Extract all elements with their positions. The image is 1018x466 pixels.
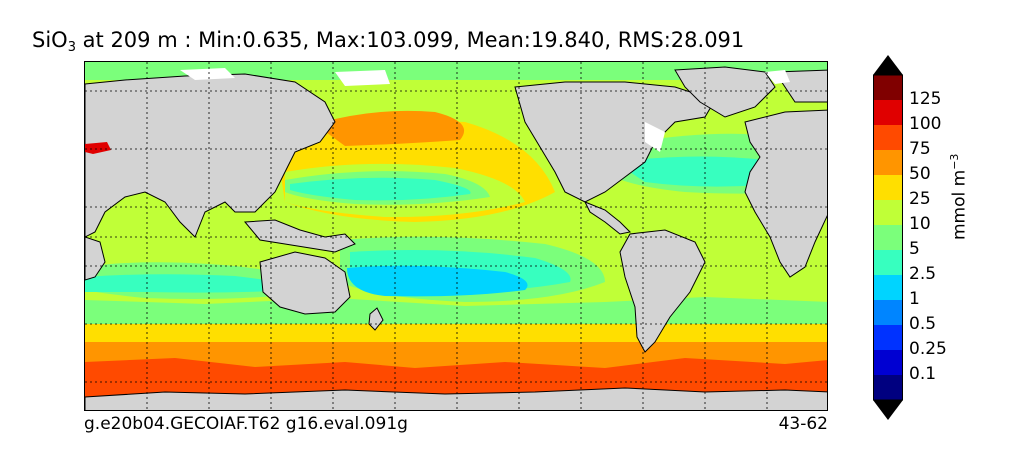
map-svg	[85, 62, 827, 410]
new-zealand	[368, 307, 384, 331]
indian-ocean-band-2.5-5	[85, 274, 315, 293]
greenland	[674, 66, 776, 118]
graticule	[85, 62, 827, 410]
colorbar-under-triangle	[873, 400, 903, 420]
colorbar	[873, 55, 903, 420]
north-pacific-band-50-75	[315, 110, 465, 146]
colorbar-tick-label: 25	[909, 189, 931, 209]
colorbar-outline	[873, 74, 903, 401]
mediterranean-high-spot	[85, 142, 111, 154]
colorbar-tick-label: 125	[909, 89, 942, 109]
colorbar-segment	[873, 325, 903, 351]
australia	[259, 251, 351, 315]
colorbar-segment	[873, 250, 903, 276]
sea-ice	[180, 68, 790, 152]
north-america	[514, 81, 716, 203]
colorbar-tick-label: 50	[909, 164, 931, 184]
north-atlantic-band-2.5-5	[615, 156, 783, 187]
south-america	[619, 229, 706, 353]
colorbar-units-exponent: −3	[948, 153, 961, 170]
central-america	[583, 201, 632, 235]
colorbar-segment	[873, 175, 903, 201]
colorbar-tick-label: 75	[909, 139, 931, 159]
colorbar-segment	[873, 100, 903, 126]
map-panel	[84, 61, 828, 411]
colorbar-tick-label: 0.1	[909, 364, 937, 384]
footer-run-name: g.e20b04.GECOIAF.T62 g16.eval.091g	[84, 414, 408, 434]
colorbar-segment	[873, 375, 903, 401]
plot-title: SiO3 at 209 m : Min:0.635, Max:103.099, …	[32, 28, 744, 55]
colorbar-units: mmol m−3	[948, 154, 970, 240]
colorbar-tick-label: 10	[909, 214, 931, 234]
colorbar-tick-label: 2.5	[909, 264, 937, 284]
colorbar-tick-label: 100	[909, 114, 942, 134]
eurasia-africa-left	[85, 73, 336, 238]
colorbar-segment	[873, 200, 903, 226]
africa-tip	[85, 236, 106, 281]
title-species-subscript: 3	[67, 40, 76, 55]
arctic-band-5-10	[85, 62, 827, 80]
land-masses	[85, 66, 827, 410]
sea-ice-patch	[645, 122, 665, 152]
colorbar-tick-label: 5	[909, 239, 920, 259]
colorbar-segment	[873, 275, 903, 301]
colorbar-tick-label: 0.5	[909, 314, 937, 334]
sea-ice-patch	[335, 70, 390, 86]
north-pacific-band-2.5-5	[290, 177, 471, 201]
sea-ice-patch	[180, 68, 235, 80]
colorbar-tick-label: 0.25	[909, 339, 947, 359]
footer-years: 43-62	[778, 414, 828, 434]
colorbar-tick-label: 1	[909, 289, 920, 309]
colorbar-segment	[873, 350, 903, 376]
colorbar-segment	[873, 225, 903, 251]
colorbar-segment	[873, 300, 903, 326]
colorbar-segment	[873, 75, 903, 101]
colorbar-units-base: mmol m	[949, 169, 970, 240]
antarctica	[85, 387, 827, 410]
europe-africa-right	[744, 109, 827, 278]
title-stats: at 209 m : Min:0.635, Max:103.099, Mean:…	[75, 28, 745, 52]
indonesia	[243, 219, 356, 253]
colorbar-segment	[873, 150, 903, 176]
sea-ice-patch	[765, 70, 790, 84]
colorbar-over-triangle	[873, 55, 903, 75]
south-pacific-band-1-2.5	[347, 265, 528, 297]
colorbar-segment	[873, 125, 903, 151]
title-species: SiO	[32, 28, 68, 52]
